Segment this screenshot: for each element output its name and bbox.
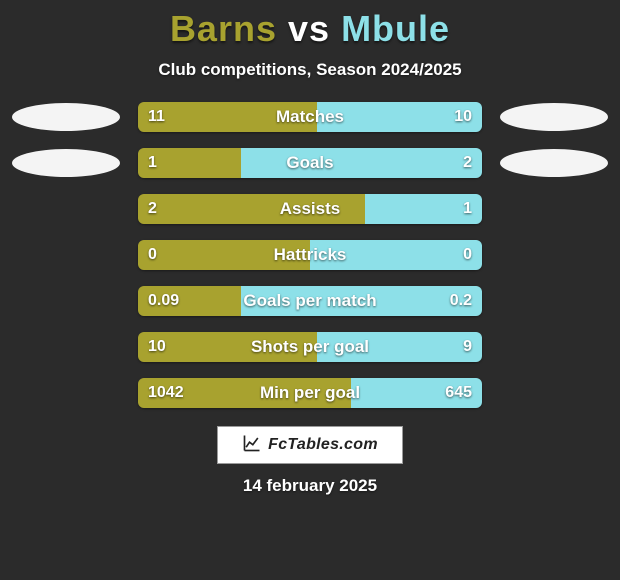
date-text: 14 february 2025 [0, 476, 620, 496]
bar-fill-right [241, 286, 482, 316]
watermark-text: FcTables.com [268, 436, 378, 454]
stat-bar: 0.090.2Goals per match [138, 286, 482, 316]
stat-bar: 21Assists [138, 194, 482, 224]
stat-row: 21Assists [0, 194, 620, 224]
stat-row: 1042645Min per goal [0, 378, 620, 408]
bar-fill-left [138, 194, 365, 224]
stat-bar: 00Hattricks [138, 240, 482, 270]
chart-icon [242, 433, 262, 458]
subtitle: Club competitions, Season 2024/2025 [0, 60, 620, 80]
stat-bar: 12Goals [138, 148, 482, 178]
player2-badge [500, 103, 608, 131]
player1-badge [12, 149, 120, 177]
stats-list: 1110Matches 12Goals 21Assists 00Hattricks 0.… [0, 102, 620, 408]
stat-bar: 1042645Min per goal [138, 378, 482, 408]
player1-badge [12, 103, 120, 131]
stat-row: 109Shots per goal [0, 332, 620, 362]
bar-fill-left [138, 286, 241, 316]
player2-badge [500, 149, 608, 177]
bar-fill-right [351, 378, 482, 408]
bar-fill-left [138, 378, 351, 408]
bar-fill-left [138, 240, 310, 270]
stat-row: 0.090.2Goals per match [0, 286, 620, 316]
stat-row: 00Hattricks [0, 240, 620, 270]
bar-fill-left [138, 148, 241, 178]
stat-row: 12Goals [0, 148, 620, 178]
stat-bar: 1110Matches [138, 102, 482, 132]
bar-fill-right [317, 102, 482, 132]
bar-fill-right [317, 332, 482, 362]
comparison-infographic: Barns vs Mbule Club competitions, Season… [0, 0, 620, 580]
stat-bar: 109Shots per goal [138, 332, 482, 362]
bar-fill-right [365, 194, 482, 224]
bar-fill-left [138, 102, 317, 132]
bar-fill-right [310, 240, 482, 270]
watermark: FcTables.com [217, 426, 403, 464]
bar-fill-right [241, 148, 482, 178]
player1-name: Barns [170, 8, 277, 49]
vs-text: vs [288, 8, 330, 49]
bar-fill-left [138, 332, 317, 362]
player2-name: Mbule [341, 8, 450, 49]
page-title: Barns vs Mbule [0, 8, 620, 50]
stat-row: 1110Matches [0, 102, 620, 132]
